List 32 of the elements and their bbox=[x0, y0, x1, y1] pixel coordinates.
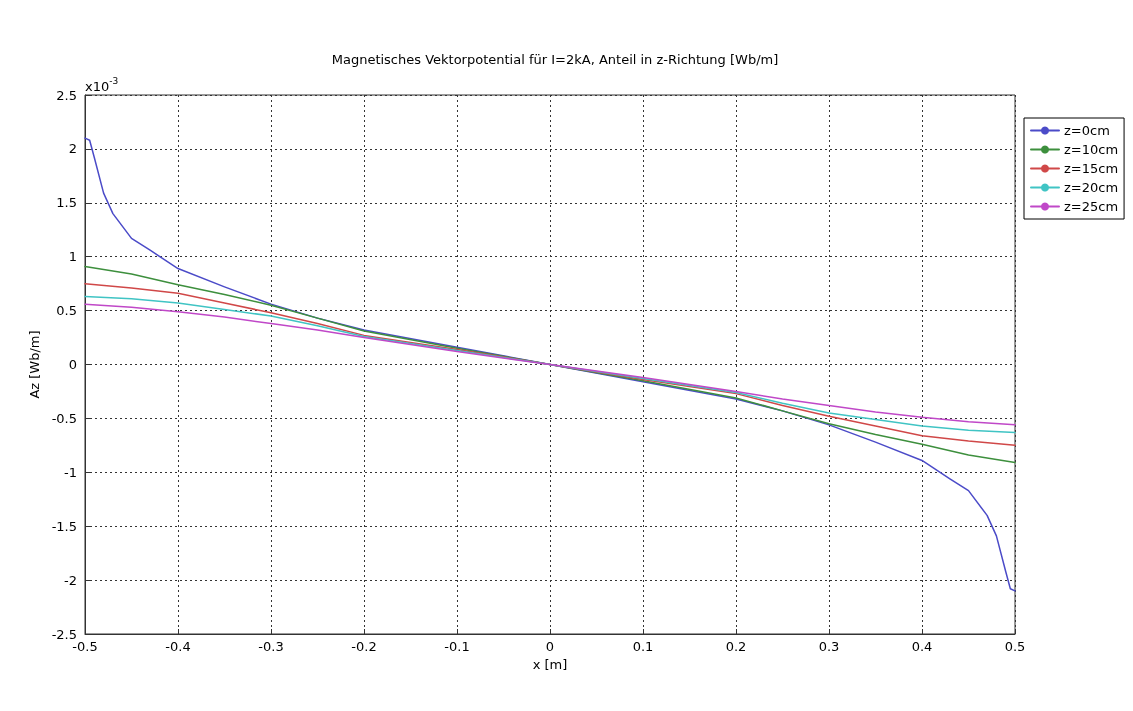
x-tick-label: -0.1 bbox=[444, 639, 470, 654]
y-tick-label: -1 bbox=[64, 464, 77, 480]
x-tick-label: 0.4 bbox=[911, 639, 933, 654]
y-tick-label: -2.5 bbox=[51, 626, 77, 642]
x-tick-label: -0.2 bbox=[351, 639, 377, 654]
legend-label: z=10cm bbox=[1064, 142, 1119, 157]
legend-label: z=0cm bbox=[1064, 123, 1110, 138]
y-tick-label: 1.5 bbox=[56, 195, 77, 211]
y-tick-label: 1 bbox=[68, 249, 77, 265]
x-tick-label: 0.1 bbox=[632, 639, 654, 654]
y-tick-label: -1.5 bbox=[51, 518, 77, 534]
y-tick-label: -0.5 bbox=[51, 410, 77, 426]
y-axis-title: Az [Wb/m] bbox=[26, 330, 42, 399]
line-series bbox=[84, 137, 1016, 592]
y-tick-label: 0 bbox=[68, 357, 77, 372]
y-tick-label: 0.5 bbox=[56, 303, 77, 319]
y-tick-label: 2 bbox=[68, 141, 77, 157]
x-tick-label: -0.4 bbox=[165, 639, 191, 654]
legend-label: z=15cm bbox=[1064, 161, 1119, 176]
x-axis-title: x [m] bbox=[532, 656, 568, 672]
legend-label: z=25cm bbox=[1064, 199, 1119, 214]
x-tick-label: 0.3 bbox=[818, 639, 840, 654]
line-series bbox=[84, 282, 1016, 447]
x-tick-label: 0 bbox=[545, 639, 555, 654]
line-series bbox=[84, 265, 1016, 464]
x-tick-label: -0.3 bbox=[258, 639, 284, 654]
legend-label: z=20cm bbox=[1064, 180, 1119, 195]
y-tick-label: -2 bbox=[64, 572, 77, 588]
x-tick-label: 0.5 bbox=[1004, 639, 1026, 654]
x-tick-label: 0.2 bbox=[725, 639, 747, 654]
y-tick-label: 2.5 bbox=[56, 87, 77, 103]
chart-title: Magnetisches Vektorpotential für I=2kA, Anteil in z-Richtung [Wb/m] bbox=[331, 52, 779, 67]
